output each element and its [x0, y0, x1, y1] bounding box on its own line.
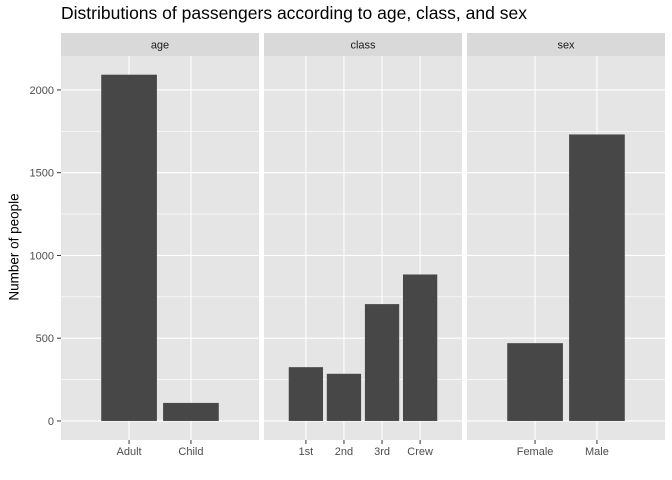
x-tick-label: 3rd: [374, 446, 390, 458]
y-tick-label: 500: [36, 333, 54, 345]
bar-class-3rd: [364, 304, 400, 421]
facet-strip-sex: [467, 33, 665, 56]
facet-strip-age: [61, 33, 259, 56]
x-tick-label: Child: [178, 446, 203, 458]
bar-class-1st: [288, 367, 324, 421]
bar-age-child: [163, 402, 219, 421]
facet-strip-class: [264, 33, 462, 56]
x-tick-label: Female: [517, 446, 554, 458]
x-tick-label: 1st: [299, 446, 314, 458]
y-tick-label: 0: [48, 416, 54, 428]
facet-strip-label: class: [350, 40, 376, 52]
chart-title: Distributions of passengers according to…: [61, 3, 527, 23]
x-tick-label: Crew: [407, 446, 433, 458]
x-tick-label: Male: [585, 446, 609, 458]
facet-strip-label: sex: [557, 40, 575, 52]
bar-class-crew: [402, 274, 438, 421]
facet-strip-label: age: [151, 40, 169, 52]
y-tick-label: 2000: [30, 85, 54, 97]
bar-age-adult: [101, 74, 157, 421]
y-tick-label: 1500: [30, 168, 54, 180]
facet-panel-sex: [467, 56, 665, 440]
bar-sex-male: [569, 134, 625, 421]
bar-class-2nd: [326, 373, 362, 421]
x-tick-label: 2nd: [335, 446, 353, 458]
bar-sex-female: [507, 343, 563, 421]
x-tick-label: Adult: [117, 446, 142, 458]
y-tick-label: 1000: [30, 250, 54, 262]
facet-panel-age: [61, 56, 259, 440]
